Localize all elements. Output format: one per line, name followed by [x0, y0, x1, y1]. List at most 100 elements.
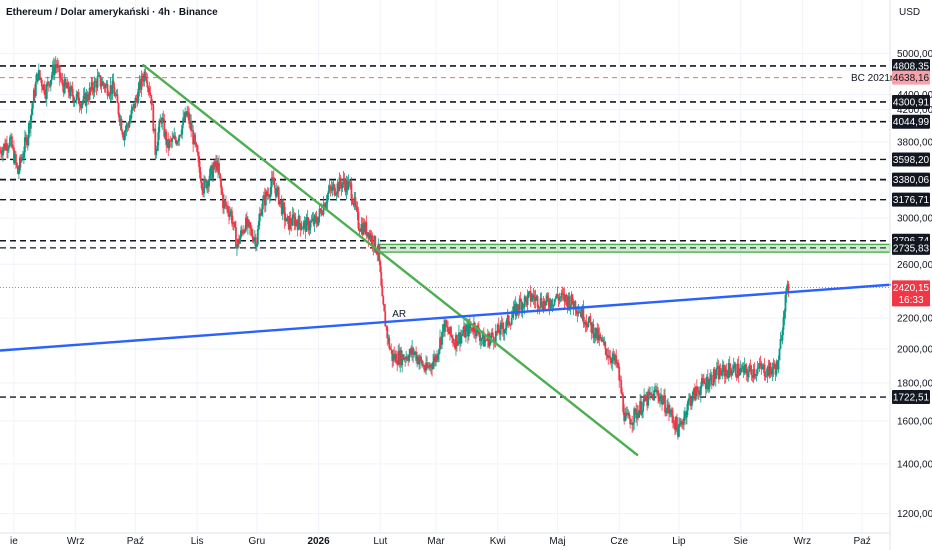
candle-body	[549, 299, 552, 309]
candle-body	[375, 250, 378, 254]
candle-body	[281, 202, 284, 215]
candle-body	[353, 197, 356, 206]
candle-body	[470, 327, 473, 331]
candle-body	[528, 291, 531, 293]
candle-body	[604, 342, 607, 349]
candle-body	[778, 348, 781, 361]
candle-body	[367, 232, 370, 239]
annotations: AR	[392, 309, 406, 320]
candle-body	[318, 208, 321, 217]
candle-body	[63, 79, 66, 94]
candle-body	[786, 283, 789, 289]
x-tick-label: Lip	[672, 536, 686, 547]
candle-body	[197, 151, 200, 157]
candle-body	[91, 82, 94, 91]
candle-body	[136, 98, 139, 103]
candle-body	[264, 191, 267, 206]
candle-body	[599, 334, 602, 338]
candle-body	[111, 80, 114, 94]
candle-body	[290, 224, 293, 226]
candle-body	[53, 65, 56, 75]
candle-body	[109, 85, 112, 95]
candle-body	[558, 297, 561, 301]
candle-body	[585, 321, 588, 326]
candle-body	[664, 395, 666, 413]
candle-body	[364, 222, 367, 233]
candle-body	[782, 317, 785, 330]
candle-body	[87, 99, 90, 101]
candle-body	[687, 401, 689, 411]
candle-body	[66, 82, 69, 89]
candle-body	[68, 92, 71, 97]
candle-body	[351, 199, 354, 204]
candle-body	[12, 147, 14, 149]
candle-body	[699, 386, 702, 395]
bc-level-badge-label: 4638,16	[893, 73, 930, 84]
candle-body	[589, 316, 592, 323]
candle-body	[185, 111, 188, 117]
candle-body	[456, 334, 458, 346]
candle-body	[466, 324, 468, 329]
candle-body	[770, 370, 773, 375]
candle-body	[69, 86, 72, 97]
candle-body	[78, 103, 81, 106]
candle-body	[705, 376, 708, 389]
candle-body	[343, 178, 346, 185]
candle-body	[106, 84, 109, 96]
candle-body	[70, 86, 73, 89]
candle-body	[756, 368, 759, 374]
candle-body	[540, 297, 543, 307]
candle-body	[214, 161, 216, 167]
candle-body	[726, 372, 729, 378]
candle-body	[443, 324, 445, 332]
candle-body	[333, 184, 336, 195]
candle-body	[615, 355, 618, 364]
candle-body	[291, 214, 294, 226]
candle-body	[349, 181, 352, 184]
annotation-label: AR	[392, 309, 406, 320]
candle-body	[666, 407, 668, 414]
candle-body	[608, 356, 611, 358]
candle-body	[728, 363, 731, 370]
x-tick-label: Sie	[733, 536, 748, 547]
candle-body	[255, 244, 258, 247]
candle-body	[2, 148, 4, 156]
candle-body	[535, 296, 538, 298]
candle-body	[102, 81, 105, 86]
candle-body	[417, 356, 420, 365]
level-badge	[892, 390, 930, 405]
candle-body	[695, 386, 698, 392]
candle-body	[321, 214, 324, 215]
candle-body	[646, 395, 648, 406]
candle-body	[29, 115, 32, 129]
candle-body	[17, 166, 19, 174]
candle-body	[636, 412, 639, 419]
candle-body	[171, 137, 174, 142]
candle-body	[223, 200, 225, 209]
candle-body	[494, 330, 497, 344]
candle-body	[34, 81, 37, 96]
candle-body	[205, 179, 207, 189]
candle-body	[561, 292, 564, 294]
candle-body	[218, 163, 220, 174]
candle-body	[402, 354, 405, 360]
candle-body	[103, 85, 106, 89]
candle-body	[194, 134, 197, 143]
candle-body	[713, 369, 716, 379]
candle-body	[4, 143, 6, 150]
candle-body	[576, 311, 579, 315]
bc-level-badge	[892, 70, 930, 85]
candle-body	[132, 103, 135, 108]
candle-body	[709, 374, 712, 379]
candle-body	[784, 295, 787, 312]
candle-body	[339, 177, 342, 185]
candle-body	[127, 125, 130, 128]
candle-body	[752, 369, 755, 378]
candle-body	[714, 375, 717, 379]
candle-body	[679, 423, 681, 425]
candle-body	[84, 93, 87, 106]
candle-body	[337, 183, 340, 192]
candle-body	[562, 293, 565, 295]
